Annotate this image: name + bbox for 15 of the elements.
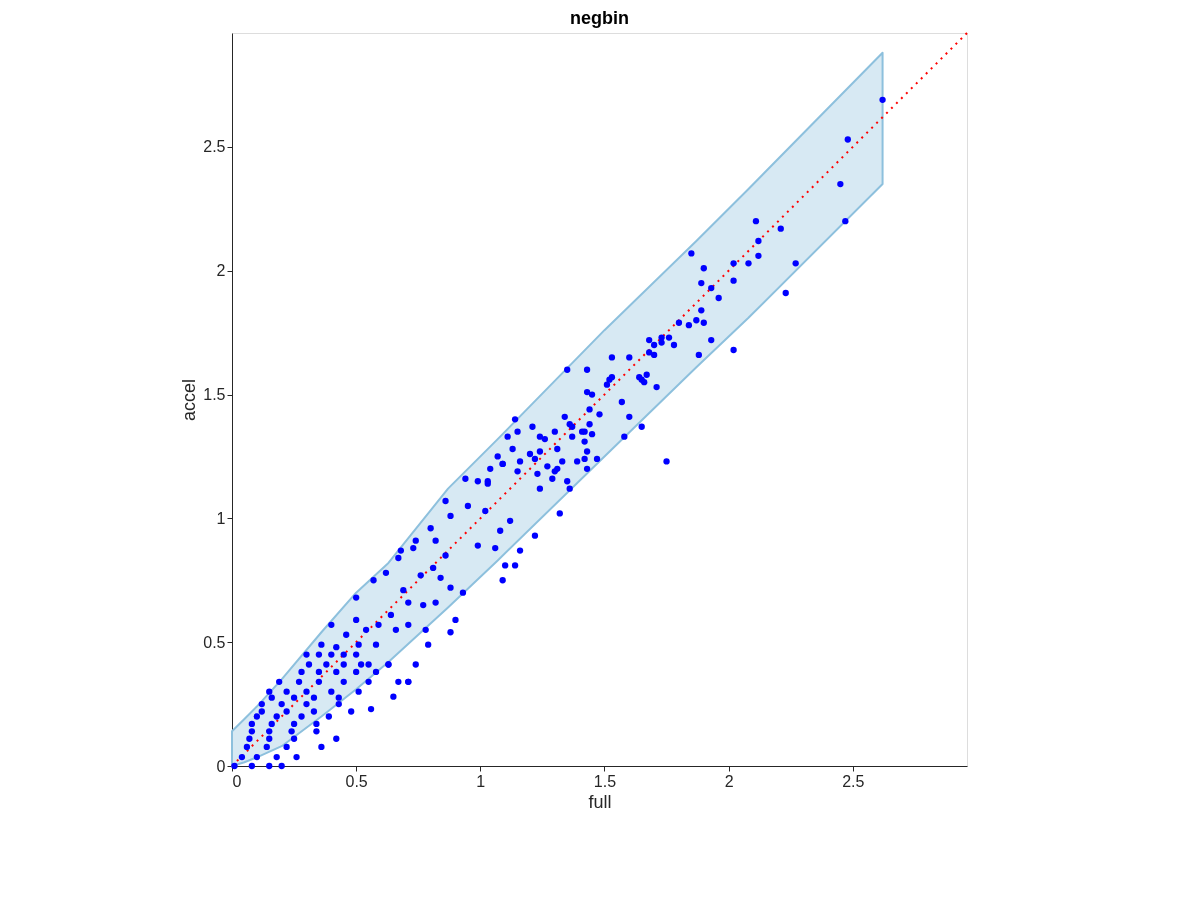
y-tick-label: 0.5 [203, 633, 226, 651]
x-tick-label: 1.5 [593, 772, 617, 790]
y-tick-label: 0 [216, 757, 226, 775]
y-tick-label: 1 [216, 509, 226, 527]
x-axis-title: full [588, 791, 612, 812]
x-tick-label: 1 [476, 772, 486, 790]
y-tick-label: 1.5 [203, 386, 226, 404]
x-tick-label: 2 [724, 772, 734, 790]
y-tick-label: 2.5 [203, 138, 226, 156]
x-tick-label: 0.5 [345, 772, 368, 790]
y-axis-title: accel [179, 378, 200, 422]
x-tick-label: 2.5 [842, 772, 865, 790]
y-tick-label: 2 [216, 262, 226, 280]
chart-title: negbin [570, 8, 629, 28]
x-tick-label: 0 [232, 772, 242, 790]
